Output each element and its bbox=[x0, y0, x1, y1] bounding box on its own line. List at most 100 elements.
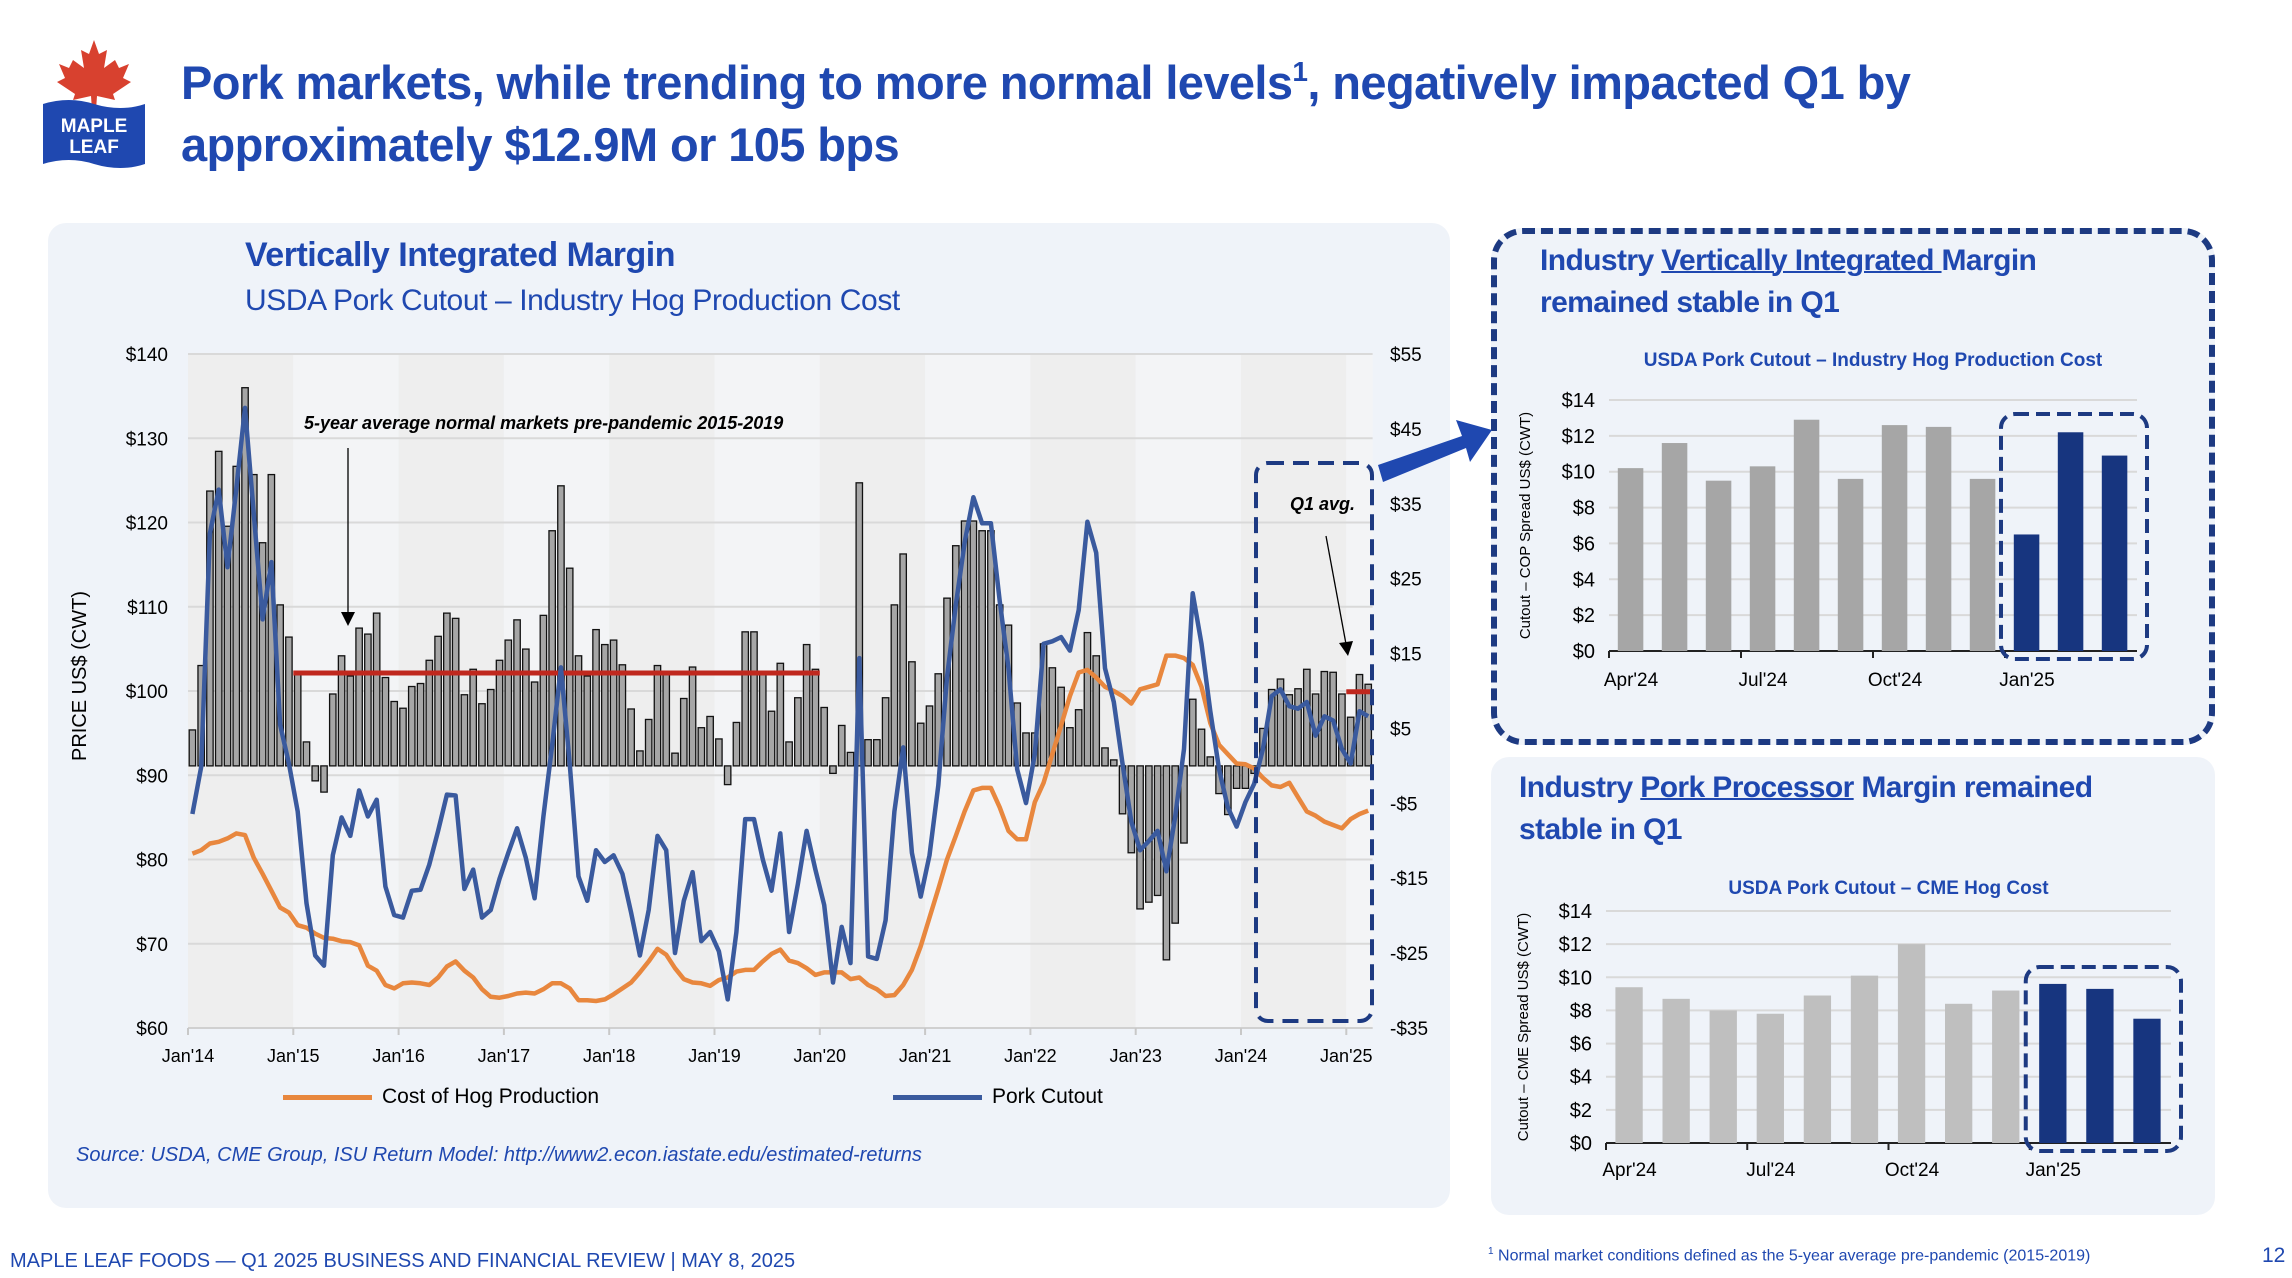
x-tick-label: Jan'25 bbox=[1320, 1046, 1372, 1066]
margin-bar bbox=[811, 668, 820, 767]
margin-bar bbox=[583, 675, 592, 767]
bar-Jun24 bbox=[1705, 480, 1732, 651]
margin-bar bbox=[723, 765, 732, 786]
margin-bar bbox=[916, 722, 925, 767]
x-tick-label: Jan'16 bbox=[372, 1046, 424, 1066]
margin-bar bbox=[328, 693, 337, 767]
panel-subtitle: USDA Pork Cutout – Industry Hog Producti… bbox=[245, 284, 900, 317]
y-tick-label-left: $130 bbox=[126, 429, 168, 450]
legend-swatch-cutout bbox=[893, 1094, 982, 1100]
margin-bar bbox=[1083, 631, 1092, 767]
margin-bar bbox=[1074, 709, 1083, 767]
y-tick-label: $0 bbox=[1573, 641, 1595, 663]
margin-bar bbox=[1285, 694, 1294, 767]
y-tick-label-right: $55 bbox=[1390, 345, 1422, 366]
y-tick-label: $4 bbox=[1573, 569, 1595, 591]
y-axis-title: Cutout – COP Spread US$ (CWT) bbox=[1517, 412, 1534, 639]
logo-text-leaf: LEAF bbox=[69, 137, 119, 158]
y-tick-label-left: $100 bbox=[126, 682, 168, 703]
flag-icon bbox=[43, 100, 145, 168]
title-text: Margin remained bbox=[1853, 771, 2093, 804]
callout-arrow-icon bbox=[1378, 420, 1492, 482]
title-text: Industry bbox=[1519, 771, 1641, 804]
y-tick-label: $8 bbox=[1573, 498, 1595, 520]
margin-bar bbox=[820, 706, 829, 767]
margin-bar bbox=[478, 703, 486, 767]
bar-Dec24 bbox=[1969, 478, 1996, 651]
margin-bar bbox=[794, 697, 802, 767]
margin-bar bbox=[732, 721, 741, 767]
margin-bar bbox=[346, 675, 355, 767]
margin-bar bbox=[293, 672, 302, 767]
legend-label: Cost of Hog Production bbox=[382, 1085, 600, 1108]
margin-bar bbox=[364, 633, 372, 767]
margin-bar bbox=[548, 530, 557, 767]
margin-bar bbox=[1338, 693, 1346, 767]
y-tick-label-left: $70 bbox=[136, 935, 168, 956]
x-tick-label: Jan'21 bbox=[899, 1046, 951, 1066]
x-tick-label: Jan'25 bbox=[2026, 1160, 2081, 1181]
margin-bar bbox=[1294, 688, 1302, 767]
margin-bar bbox=[232, 465, 241, 767]
margin-bar bbox=[829, 765, 837, 775]
margin-bar bbox=[504, 639, 513, 767]
y-axis-title: Cutout – CME Spread US$ (CWT) bbox=[1515, 913, 1532, 1141]
legend-swatch-cost bbox=[283, 1094, 372, 1100]
title-underlined-text: Pork Processor bbox=[1640, 771, 1854, 804]
margin-bar bbox=[311, 765, 320, 782]
y-tick-label: $4 bbox=[1570, 1067, 1592, 1089]
legend-label: Pork Cutout bbox=[992, 1085, 1103, 1108]
y-tick-label: $12 bbox=[1562, 426, 1595, 448]
bar-Jun24 bbox=[1709, 1010, 1737, 1143]
margin-bar bbox=[688, 666, 697, 767]
pork-cutout-line bbox=[190, 405, 1370, 1002]
margin-bar bbox=[785, 741, 793, 767]
margin-bar bbox=[802, 643, 811, 767]
y-tick-label: $12 bbox=[1559, 934, 1592, 956]
margin-bar bbox=[434, 635, 442, 767]
legend-item-cutout: Pork Cutout bbox=[893, 1085, 1103, 1109]
margin-bar bbox=[741, 631, 750, 767]
margin-bar bbox=[223, 525, 232, 767]
y-tick-label-left: $90 bbox=[136, 766, 168, 787]
y-tick-label-left: $120 bbox=[126, 514, 168, 535]
margin-bar bbox=[1022, 732, 1030, 767]
bar-Apr24 bbox=[1615, 987, 1643, 1143]
y-axis-title: PRICE US$ (CWT) bbox=[69, 591, 91, 761]
margin-bar bbox=[706, 715, 714, 767]
y-tick-label-left: $80 bbox=[136, 851, 168, 872]
y-tick-label: $14 bbox=[1559, 901, 1592, 923]
x-tick-label: Jan'25 bbox=[1999, 670, 2054, 691]
x-tick-label: Jan'15 bbox=[267, 1046, 319, 1066]
bar-Feb25 bbox=[2057, 432, 2084, 651]
margin-bar bbox=[425, 659, 434, 767]
title-text: Margin bbox=[1941, 244, 2037, 277]
margin-bar bbox=[969, 520, 978, 767]
title-part1: Pork markets, while trending to more nor… bbox=[181, 56, 1293, 109]
margin-bar bbox=[1206, 756, 1215, 767]
bar-Nov24 bbox=[1925, 426, 1952, 651]
y-tick-label: $0 bbox=[1570, 1133, 1592, 1155]
margin-bar bbox=[337, 655, 346, 767]
margin-bar bbox=[715, 738, 723, 767]
margin-bar bbox=[372, 612, 381, 767]
title-line2: approximately $12.9M or 105 bps bbox=[181, 118, 900, 171]
margin-bar bbox=[653, 664, 662, 767]
y-tick-label: $8 bbox=[1570, 1000, 1592, 1022]
page-title: Pork markets, while trending to more nor… bbox=[181, 52, 1911, 176]
source-note: Source: USDA, CME Group, ISU Return Mode… bbox=[76, 1144, 922, 1166]
bar-Nov24 bbox=[1945, 1003, 1973, 1143]
x-tick-label: Jan'24 bbox=[1215, 1046, 1267, 1066]
margin-bar bbox=[872, 739, 881, 767]
bar-Aug24 bbox=[1793, 419, 1820, 651]
y-tick-label: $6 bbox=[1573, 533, 1595, 555]
margin-bar bbox=[864, 739, 872, 767]
margin-bar bbox=[671, 752, 679, 767]
y-tick-label: $2 bbox=[1573, 605, 1595, 627]
margin-bar bbox=[899, 553, 908, 767]
x-tick-label: Apr'24 bbox=[1604, 670, 1659, 691]
margin-bar bbox=[618, 664, 627, 767]
margin-bar bbox=[1092, 655, 1101, 767]
margin-bar bbox=[908, 661, 916, 767]
margin-bar bbox=[390, 700, 399, 767]
